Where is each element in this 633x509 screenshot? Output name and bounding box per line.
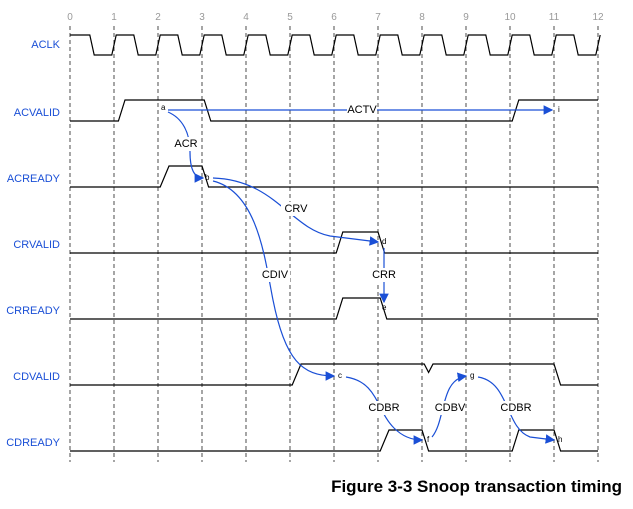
waveform [70,34,601,56]
event-point: h [558,435,562,444]
transition-label: ACR [174,138,197,150]
waveform [70,429,598,452]
time-tick: 6 [331,12,337,23]
arrow [167,111,205,183]
label-bg [369,268,399,282]
label-bg [347,103,377,117]
signal-name: CDREADY [6,437,60,449]
event-point: g [470,371,474,380]
event-point: f [427,435,430,444]
caption: Figure 3-3 Snoop transaction timing [331,477,622,496]
time-tick: 3 [199,12,205,23]
transition-label: CDBR [500,402,531,414]
time-tick: 12 [592,12,604,23]
arrow [345,376,424,445]
label-bg [435,401,465,415]
event-point: e [382,303,387,312]
signal-name: CRVALID [13,239,60,251]
transition-label: CRV [284,203,308,215]
label-bg [501,401,531,415]
time-tick: 8 [419,12,425,23]
arrow [212,180,336,381]
label-bg [369,401,399,415]
signal-name: CDVALID [13,371,60,383]
signal-name: ACVALID [14,107,60,119]
label-bg [260,268,290,282]
time-tick: 10 [504,12,516,23]
waveform [70,165,598,188]
time-tick: 0 [67,12,73,23]
event-point: b [205,173,210,182]
transition-label: CDBR [368,402,399,414]
arrows [167,105,556,445]
time-tick: 9 [463,12,469,23]
event-point: d [382,237,386,246]
waveform [70,297,598,320]
time-tick: 2 [155,12,161,23]
time-tick: 5 [287,12,293,23]
transition-label: CDBV [435,402,466,414]
signal-name: ACREADY [7,173,61,185]
time-tick: 7 [375,12,381,23]
waveform [70,231,598,254]
event-point: i [558,105,560,114]
waveform [70,363,598,386]
event-point: a [161,103,166,112]
time-tick: 4 [243,12,249,23]
transition-label: CDIV [262,269,289,281]
transition-label: ACTV [347,104,377,116]
transition-label: CRR [372,269,396,281]
signal-name: ACLK [31,39,60,51]
signal-name: CRREADY [6,305,60,317]
event-point: c [338,371,342,380]
label-bg [171,137,201,151]
time-tick: 1 [111,12,117,23]
time-tick: 11 [549,12,560,23]
label-bg [281,202,311,216]
